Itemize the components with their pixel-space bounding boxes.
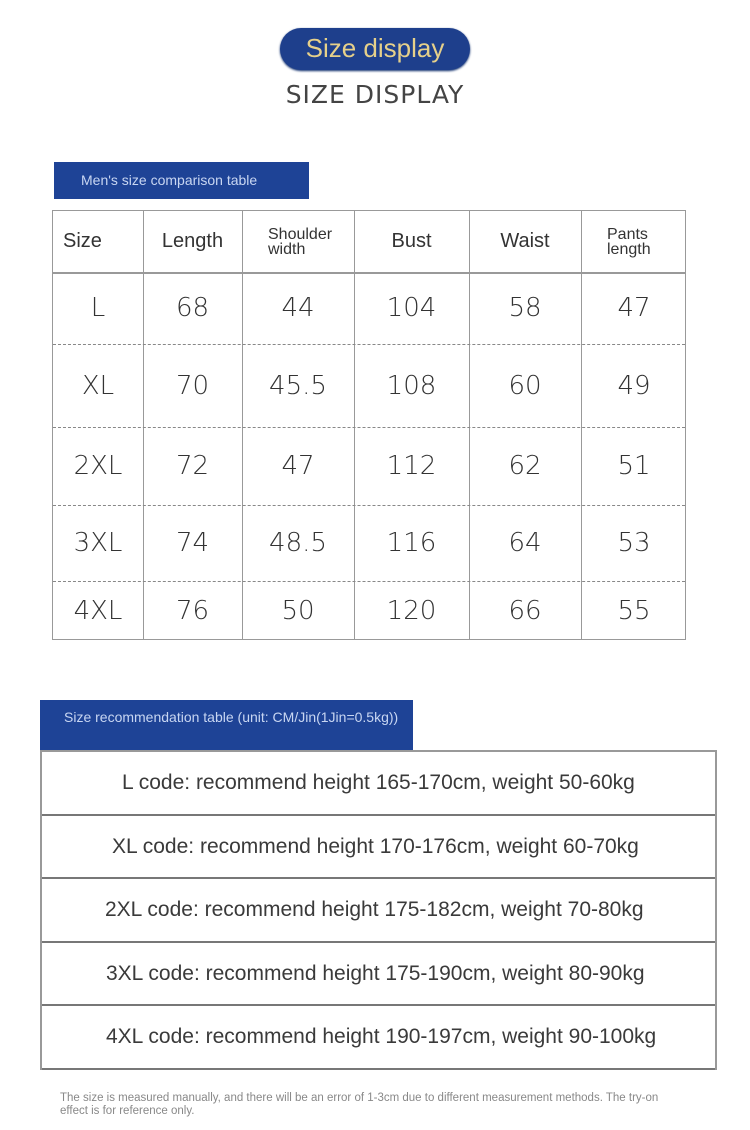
table-cell: 44	[281, 293, 315, 323]
table-cell: 112	[386, 451, 437, 481]
table-cell: 108	[386, 370, 437, 401]
table-cell: 68	[175, 293, 210, 323]
table-cell: 47	[281, 451, 315, 481]
row-divider	[53, 427, 685, 428]
table-cell: 64	[508, 528, 542, 558]
measurement-note: The size is measured manually, and there…	[60, 1092, 659, 1117]
table-cell: 47	[617, 293, 651, 323]
column-divider	[242, 211, 243, 639]
table-cell: 51	[617, 451, 651, 481]
size-label: 4XL	[73, 596, 123, 626]
column-divider	[469, 211, 470, 639]
column-header: Waist	[500, 230, 550, 252]
row-divider	[53, 581, 685, 582]
row-divider	[53, 505, 685, 506]
size-label: L	[90, 293, 106, 323]
column-header: Size	[63, 230, 102, 252]
row-divider	[53, 344, 685, 345]
table-cell: 70	[175, 370, 210, 401]
recommendation-table-title: Size recommendation table (unit: CM/Jin(…	[40, 700, 413, 750]
table-cell: 45.5	[269, 370, 327, 401]
table-cell: 74	[175, 528, 210, 558]
table-cell: 76	[175, 596, 210, 626]
column-header: Shoulder width	[268, 225, 333, 258]
size-table-title: Men's size comparison table	[54, 162, 309, 199]
size-label: 3XL	[73, 528, 123, 558]
table-cell: 49	[617, 370, 651, 401]
page-title: SIZE DISPLAY	[285, 80, 465, 109]
column-header: Length	[161, 230, 224, 252]
recommendation-row: XL code: recommend height 170-176cm, wei…	[42, 816, 715, 879]
column-divider	[354, 211, 355, 639]
table-cell: 116	[386, 528, 437, 558]
recommendation-row: L code: recommend height 165-170cm, weig…	[42, 752, 715, 816]
recommendation-row: 3XL code: recommend height 175-190cm, we…	[42, 943, 715, 1006]
table-cell: 48.5	[269, 528, 327, 558]
size-comparison-table: Size Length Shoulder width Bust Waist Pants l…	[52, 210, 686, 640]
table-cell: 62	[508, 451, 542, 481]
table-cell: 120	[386, 596, 437, 626]
column-divider	[143, 211, 144, 639]
column-divider	[581, 211, 582, 639]
size-display-pill: Size display	[280, 28, 470, 70]
row-divider	[53, 272, 685, 274]
column-header: Pants length	[607, 225, 651, 258]
table-cell: 72	[175, 451, 210, 481]
table-cell: 55	[617, 596, 651, 626]
table-cell: 53	[617, 528, 651, 558]
size-label: XL	[81, 370, 115, 401]
table-cell: 104	[386, 293, 437, 323]
recommendation-row: 2XL code: recommend height 175-182cm, we…	[42, 879, 715, 943]
table-cell: 50	[281, 596, 315, 626]
size-label: 2XL	[73, 451, 123, 481]
table-cell: 60	[508, 370, 542, 401]
recommendation-row: 4XL code: recommend height 190-197cm, we…	[42, 1006, 715, 1070]
column-header: Bust	[391, 230, 432, 252]
table-cell: 66	[508, 596, 542, 626]
size-recommendation-table: L code: recommend height 165-170cm, weig…	[40, 750, 717, 1070]
table-cell: 58	[508, 293, 542, 323]
